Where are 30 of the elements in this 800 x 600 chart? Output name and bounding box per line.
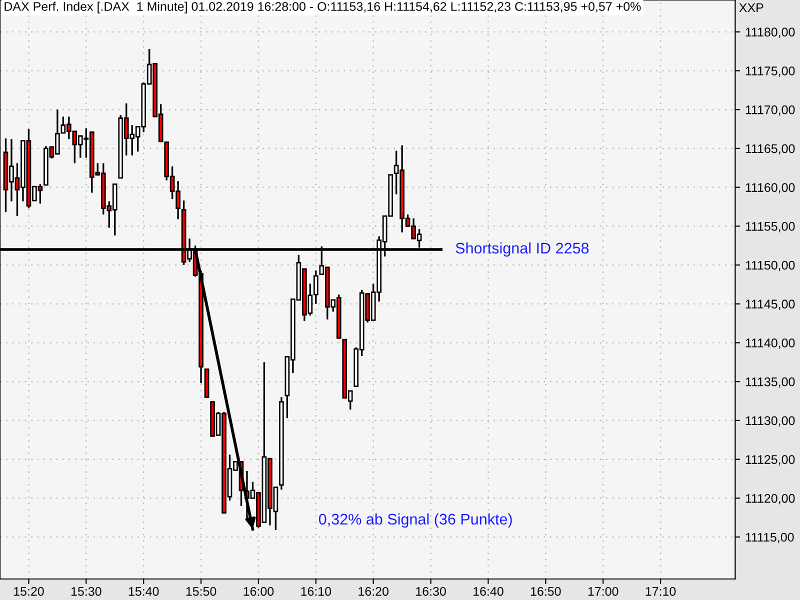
y-tick-label: 11120,00 (746, 494, 795, 504)
x-tick-label: 16:50 (530, 586, 561, 596)
y-tick-label: 11175,00 (746, 66, 795, 77)
x-tick-label: 15:50 (186, 586, 216, 596)
x-tick-label: 16:00 (244, 586, 274, 596)
y-axis-title: XXP (739, 3, 764, 12)
y-tick-label: 11135,00 (746, 377, 795, 388)
y-tick-label: 11140,00 (746, 338, 795, 349)
y-tick-label: 11145,00 (746, 300, 795, 310)
y-tick-label: 11180,00 (746, 28, 795, 38)
x-tick-label: 16:30 (416, 586, 446, 596)
y-tick-label: 11125,00 (746, 455, 795, 466)
x-tick-label: 16:40 (474, 586, 504, 596)
y-tick-label: 11130,00 (746, 416, 795, 427)
x-tick-label: 15:30 (71, 586, 102, 596)
chart-title: DAX Perf. Index [.DAX 1 Minute] 01.02.2019 16:28:00 - O:11153,16 H:11154,62 L:11152,23 C:11153,95 +0,57 +0% (4, 2, 641, 14)
x-tick-label: 16:10 (301, 586, 332, 596)
x-tick-label: 15:40 (128, 586, 159, 596)
x-tick-label: 17:00 (588, 586, 618, 596)
y-tick-label: 11170,00 (746, 105, 795, 116)
x-tick-label: 16:20 (358, 586, 388, 596)
ref-line-label: Shortsignal ID 2258 (456, 242, 589, 257)
y-tick-label: 11165,00 (746, 144, 795, 155)
annotation: 0,32% ab Signal (36 Punkte) (318, 513, 512, 528)
x-tick-label: 15:20 (14, 586, 44, 596)
x-tick-label: 17:10 (646, 586, 676, 596)
y-tick-label: 11155,00 (746, 222, 795, 232)
y-tick-label: 11160,00 (746, 183, 795, 194)
y-tick-label: 11150,00 (746, 260, 795, 272)
y-tick-label: 11115,00 (746, 532, 794, 544)
